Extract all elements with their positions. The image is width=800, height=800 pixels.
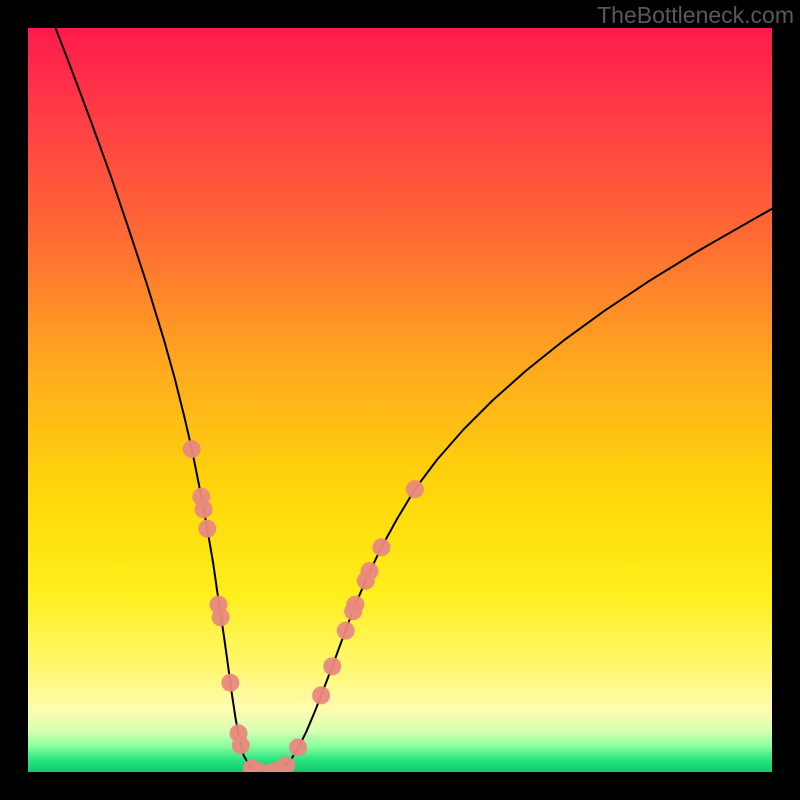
data-marker <box>361 562 379 580</box>
data-marker <box>195 500 213 518</box>
data-marker <box>372 538 390 556</box>
data-marker <box>346 596 364 614</box>
data-marker <box>406 480 424 498</box>
data-marker <box>221 674 239 692</box>
data-marker <box>212 608 230 626</box>
bottleneck-chart: TheBottleneck.com <box>0 0 800 800</box>
chart-background <box>28 28 772 772</box>
chart-svg <box>0 0 800 800</box>
data-marker <box>323 657 341 675</box>
data-marker <box>232 736 250 754</box>
data-marker <box>277 756 295 774</box>
data-marker <box>337 622 355 640</box>
watermark-text: TheBottleneck.com <box>597 2 794 29</box>
data-marker <box>183 440 201 458</box>
data-marker <box>289 738 307 756</box>
data-marker <box>198 520 216 538</box>
data-marker <box>312 686 330 704</box>
